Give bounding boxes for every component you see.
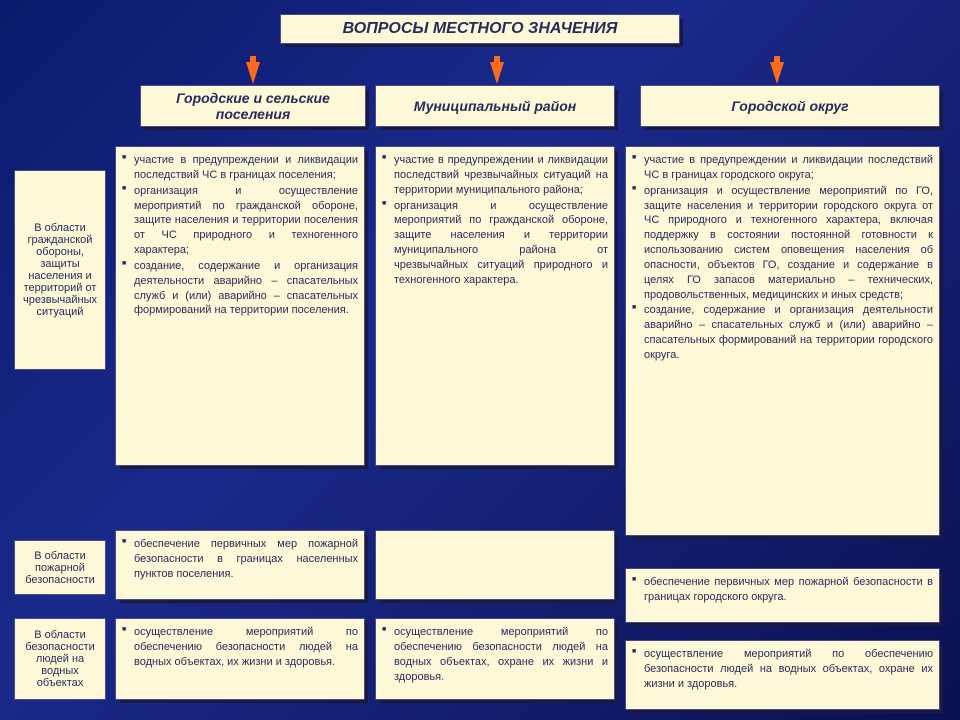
side-label-2: В области пожарной безопасности — [14, 540, 106, 595]
list-item: обеспечение первичных мер пожарной безоп… — [644, 575, 933, 605]
arrow-icon — [246, 62, 260, 84]
cell-list: обеспечение первичных мер пожарной безоп… — [120, 537, 358, 582]
list-item: осуществление мероприятий по обеспечению… — [134, 625, 358, 670]
cell-list: осуществление мероприятий по обеспечению… — [380, 625, 608, 684]
side-label-1: В области гражданской обороны, защиты на… — [14, 170, 106, 370]
list-item: участие в предупреждении и ликвидации по… — [134, 153, 358, 183]
list-item: создание, содержание и организация деяте… — [644, 303, 933, 362]
cell-list: участие в предупреждении и ликвидации по… — [380, 153, 608, 288]
list-item: организация и осуществление мероприятий … — [644, 184, 933, 303]
list-item: осуществление мероприятий по обеспечению… — [644, 647, 933, 692]
cell-r3c2: осуществление мероприятий по обеспечению… — [375, 618, 615, 700]
cell-r1c1: участие в предупреждении и ликвидации по… — [115, 146, 365, 466]
list-item: организация и осуществление мероприятий … — [134, 184, 358, 258]
list-item: участие в предупреждении и ликвидации по… — [394, 153, 608, 198]
cell-r1c3: участие в предупреждении и ликвидации по… — [625, 146, 940, 536]
cell-r2c1: обеспечение первичных мер пожарной безоп… — [115, 530, 365, 600]
list-item: участие в предупреждении и ликвидации по… — [644, 153, 933, 183]
col-header-3: Городской округ — [640, 85, 940, 127]
cell-list: участие в предупреждении и ликвидации по… — [120, 153, 358, 318]
cell-list: обеспечение первичных мер пожарной безоп… — [630, 575, 933, 605]
arrow-icon — [490, 62, 504, 84]
cell-list: осуществление мероприятий по обеспечению… — [630, 647, 933, 692]
list-item: организация и осуществление мероприятий … — [394, 199, 608, 288]
arrow-icon — [770, 62, 784, 84]
cell-r2c3: обеспечение первичных мер пожарной безоп… — [625, 568, 940, 623]
cell-r3c3: осуществление мероприятий по обеспечению… — [625, 640, 940, 710]
col-header-1: Городские и сельские поселения — [140, 85, 366, 127]
cell-list: участие в предупреждении и ликвидации по… — [630, 153, 933, 363]
side-label-3: В области безопасности людей на водных о… — [14, 618, 106, 700]
cell-list: осуществление мероприятий по обеспечению… — [120, 625, 358, 670]
cell-r2c2-empty — [375, 530, 615, 600]
list-item: создание, содержание и организация деяте… — [134, 259, 358, 318]
list-item: осуществление мероприятий по обеспечению… — [394, 625, 608, 684]
col-header-2: Муниципальный район — [375, 85, 615, 127]
cell-r3c1: осуществление мероприятий по обеспечению… — [115, 618, 365, 700]
main-title: ВОПРОСЫ МЕСТНОГО ЗНАЧЕНИЯ — [280, 14, 680, 44]
list-item: обеспечение первичных мер пожарной безоп… — [134, 537, 358, 582]
cell-r1c2: участие в предупреждении и ликвидации по… — [375, 146, 615, 466]
